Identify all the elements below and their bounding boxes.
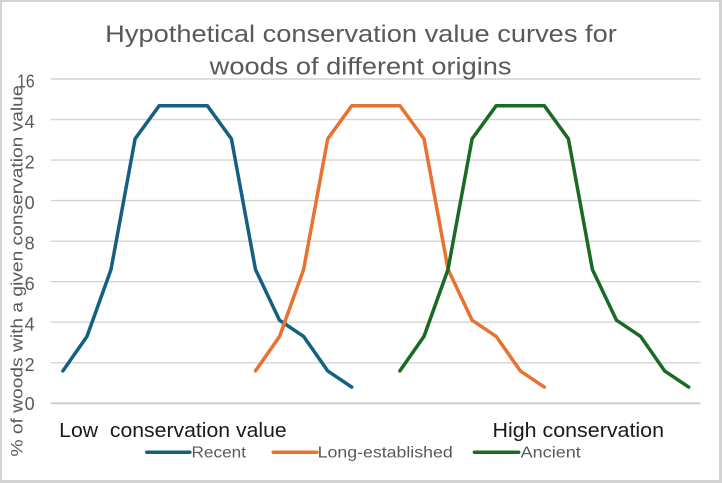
- svg-text:Ancient: Ancient: [521, 445, 582, 462]
- svg-text:% of woods with a given conser: % of woods with a given conservation val…: [8, 86, 27, 457]
- svg-text:Recent: Recent: [192, 445, 247, 462]
- svg-text:woods of different origins: woods of different origins: [209, 53, 512, 80]
- svg-text:Long-established: Long-established: [318, 445, 453, 462]
- svg-text:6: 6: [25, 274, 35, 294]
- svg-text:Low conservation value: Low conservation value: [59, 419, 286, 442]
- svg-text:8: 8: [25, 234, 35, 254]
- svg-text:2: 2: [25, 355, 35, 375]
- svg-text:4: 4: [25, 315, 35, 335]
- svg-text:2: 2: [25, 152, 35, 172]
- svg-text:Hypothetical conservation valu: Hypothetical conservation value curves f…: [105, 21, 617, 48]
- svg-text:0: 0: [25, 193, 35, 213]
- svg-text:4: 4: [25, 112, 35, 132]
- svg-text:High conservation: High conservation: [493, 419, 665, 442]
- svg-text:0: 0: [25, 394, 35, 414]
- svg-text:16: 16: [17, 71, 35, 91]
